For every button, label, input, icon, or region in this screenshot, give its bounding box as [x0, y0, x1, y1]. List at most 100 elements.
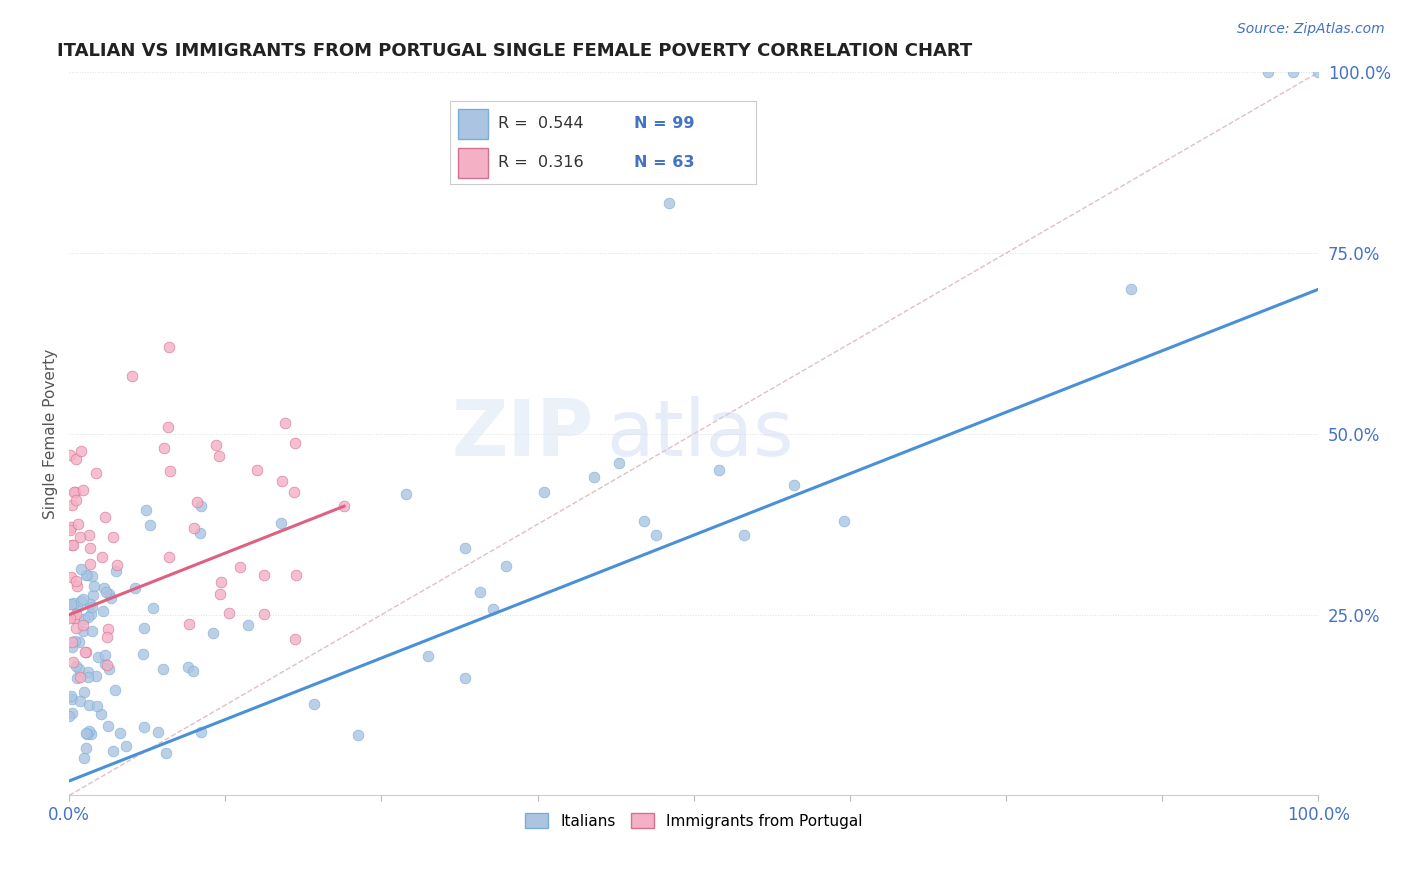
Y-axis label: Single Female Poverty: Single Female Poverty: [44, 349, 58, 519]
Point: [395, 486, 418, 500]
Point: [105, 564, 128, 578]
Point: [73, 751, 96, 765]
Point: [66, 600, 89, 615]
Point: [59, 524, 82, 538]
Point: [96, 630, 118, 644]
Point: [62, 635, 84, 649]
Point: [60, 692, 83, 706]
Point: [132, 647, 155, 661]
Point: [87, 650, 110, 665]
Point: [69, 693, 91, 707]
Point: [97, 662, 120, 676]
Point: [236, 617, 259, 632]
Point: [69, 444, 91, 458]
Point: [91, 604, 114, 618]
Point: [135, 503, 157, 517]
Point: [77, 610, 100, 624]
Point: [59, 611, 82, 625]
Point: [96, 585, 118, 599]
Point: [205, 438, 228, 452]
Point: [208, 449, 231, 463]
Point: [253, 568, 276, 582]
Point: [453, 671, 475, 685]
Point: [645, 528, 668, 542]
Point: [155, 746, 177, 760]
Point: [94, 648, 117, 663]
Point: [115, 739, 138, 753]
Point: [156, 419, 179, 434]
Point: [284, 435, 307, 450]
Point: [80, 607, 103, 622]
Point: [228, 560, 250, 574]
Point: [139, 517, 162, 532]
Point: [66, 671, 89, 685]
Point: [82, 588, 104, 602]
Point: [142, 601, 165, 615]
Point: [124, 581, 146, 595]
Point: [65, 621, 87, 635]
Point: [209, 574, 232, 589]
Point: [157, 549, 180, 564]
Point: [62, 538, 84, 552]
Point: [63, 485, 86, 500]
Point: [65, 659, 87, 673]
Point: [67, 635, 90, 649]
Point: [782, 477, 804, 491]
Point: [77, 665, 100, 679]
Point: [347, 728, 370, 742]
Point: [62, 596, 84, 610]
Point: [190, 724, 212, 739]
Point: [62, 655, 84, 669]
Point: [72, 624, 94, 638]
Point: [73, 685, 96, 699]
Point: [1257, 65, 1279, 79]
Point: [72, 483, 94, 497]
Point: [84, 669, 107, 683]
Text: Source: ZipAtlas.com: Source: ZipAtlas.com: [1237, 22, 1385, 37]
Point: [134, 720, 156, 734]
Point: [183, 521, 205, 535]
Point: [733, 528, 755, 542]
Point: [80, 726, 103, 740]
Point: [333, 499, 356, 513]
Point: [121, 369, 143, 384]
Point: [181, 664, 204, 678]
Point: [63, 611, 86, 625]
Point: [101, 530, 124, 544]
Point: [633, 514, 655, 528]
Point: [60, 706, 83, 721]
Point: [65, 607, 87, 621]
Point: [1308, 65, 1330, 79]
Point: [66, 579, 89, 593]
Point: [1282, 65, 1305, 79]
Point: [76, 727, 98, 741]
Point: [134, 620, 156, 634]
Point: [208, 587, 231, 601]
Point: [65, 452, 87, 467]
Point: [79, 558, 101, 572]
Point: [70, 593, 93, 607]
Text: ITALIAN VS IMMIGRANTS FROM PORTUGAL SINGLE FEMALE POVERTY CORRELATION CHART: ITALIAN VS IMMIGRANTS FROM PORTUGAL SING…: [56, 42, 972, 60]
Point: [60, 640, 83, 654]
Point: [284, 567, 307, 582]
Point: [582, 470, 605, 484]
Point: [97, 719, 120, 733]
Point: [218, 606, 240, 620]
Point: [157, 340, 180, 354]
Point: [186, 495, 208, 509]
Text: atlas: atlas: [606, 396, 794, 472]
Point: [60, 689, 83, 703]
Point: [190, 500, 212, 514]
Point: [73, 612, 96, 626]
Point: [707, 463, 730, 477]
Point: [495, 559, 517, 574]
Point: [270, 516, 292, 530]
Point: [75, 645, 97, 659]
Point: [65, 492, 87, 507]
Point: [453, 541, 475, 555]
Point: [146, 724, 169, 739]
Point: [77, 698, 100, 713]
Point: [76, 567, 98, 582]
Point: [108, 725, 131, 739]
Point: [302, 698, 325, 712]
